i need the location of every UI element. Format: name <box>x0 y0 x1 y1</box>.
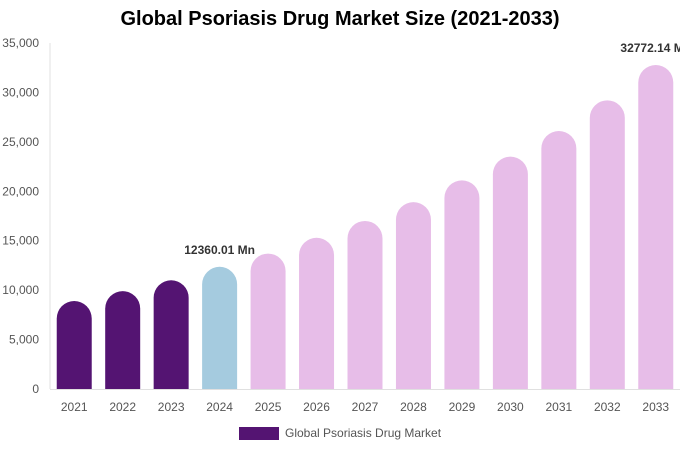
bar-2026[interactable] <box>299 237 335 389</box>
y-tick-label: 15,000 <box>2 234 39 248</box>
chart-title: Global Psoriasis Drug Market Size (2021-… <box>120 8 560 30</box>
x-tick-label: 2033 <box>642 400 669 414</box>
x-tick-label: 2028 <box>400 400 427 414</box>
y-tick-label: 30,000 <box>2 85 39 99</box>
bar-2030[interactable] <box>492 156 528 389</box>
x-tick-label: 2021 <box>61 400 88 414</box>
x-tick-label: 2024 <box>206 400 233 414</box>
x-tick-label: 2030 <box>497 400 524 414</box>
x-tick-label: 2032 <box>594 400 621 414</box>
y-tick-label: 20,000 <box>2 184 39 198</box>
bar-2024[interactable] <box>202 266 238 389</box>
bar-2029[interactable] <box>444 180 480 389</box>
bar-2025[interactable] <box>250 253 286 389</box>
x-tick-label: 2026 <box>303 400 330 414</box>
bar-2022[interactable] <box>105 291 141 389</box>
legend-swatch <box>239 426 279 440</box>
bar-2027[interactable] <box>347 220 383 389</box>
y-tick-label: 10,000 <box>2 283 39 297</box>
bar-2028[interactable] <box>395 202 431 389</box>
bar-2032[interactable] <box>589 100 625 389</box>
y-tick-label: 25,000 <box>2 135 39 149</box>
y-tick-label: 0 <box>32 382 39 396</box>
legend[interactable]: Global Psoriasis Drug Market <box>239 426 441 440</box>
x-tick-label: 2022 <box>109 400 136 414</box>
x-tick-label: 2031 <box>545 400 572 414</box>
y-tick-label: 5,000 <box>9 333 39 347</box>
bar-2033[interactable] <box>638 65 674 389</box>
x-tick-label: 2023 <box>158 400 185 414</box>
data-label-2024: 12360.01 Mn <box>184 243 255 257</box>
legend-label: Global Psoriasis Drug Market <box>285 426 442 440</box>
data-label-2033: 32772.14 Mn <box>620 41 680 55</box>
x-tick-label: 2029 <box>449 400 476 414</box>
bar-2021[interactable] <box>56 301 92 389</box>
bar-2031[interactable] <box>541 131 577 390</box>
bar-2023[interactable] <box>153 280 189 389</box>
x-tick-label: 2025 <box>255 400 282 414</box>
y-tick-label: 35,000 <box>2 36 39 50</box>
x-tick-label: 2027 <box>352 400 379 414</box>
